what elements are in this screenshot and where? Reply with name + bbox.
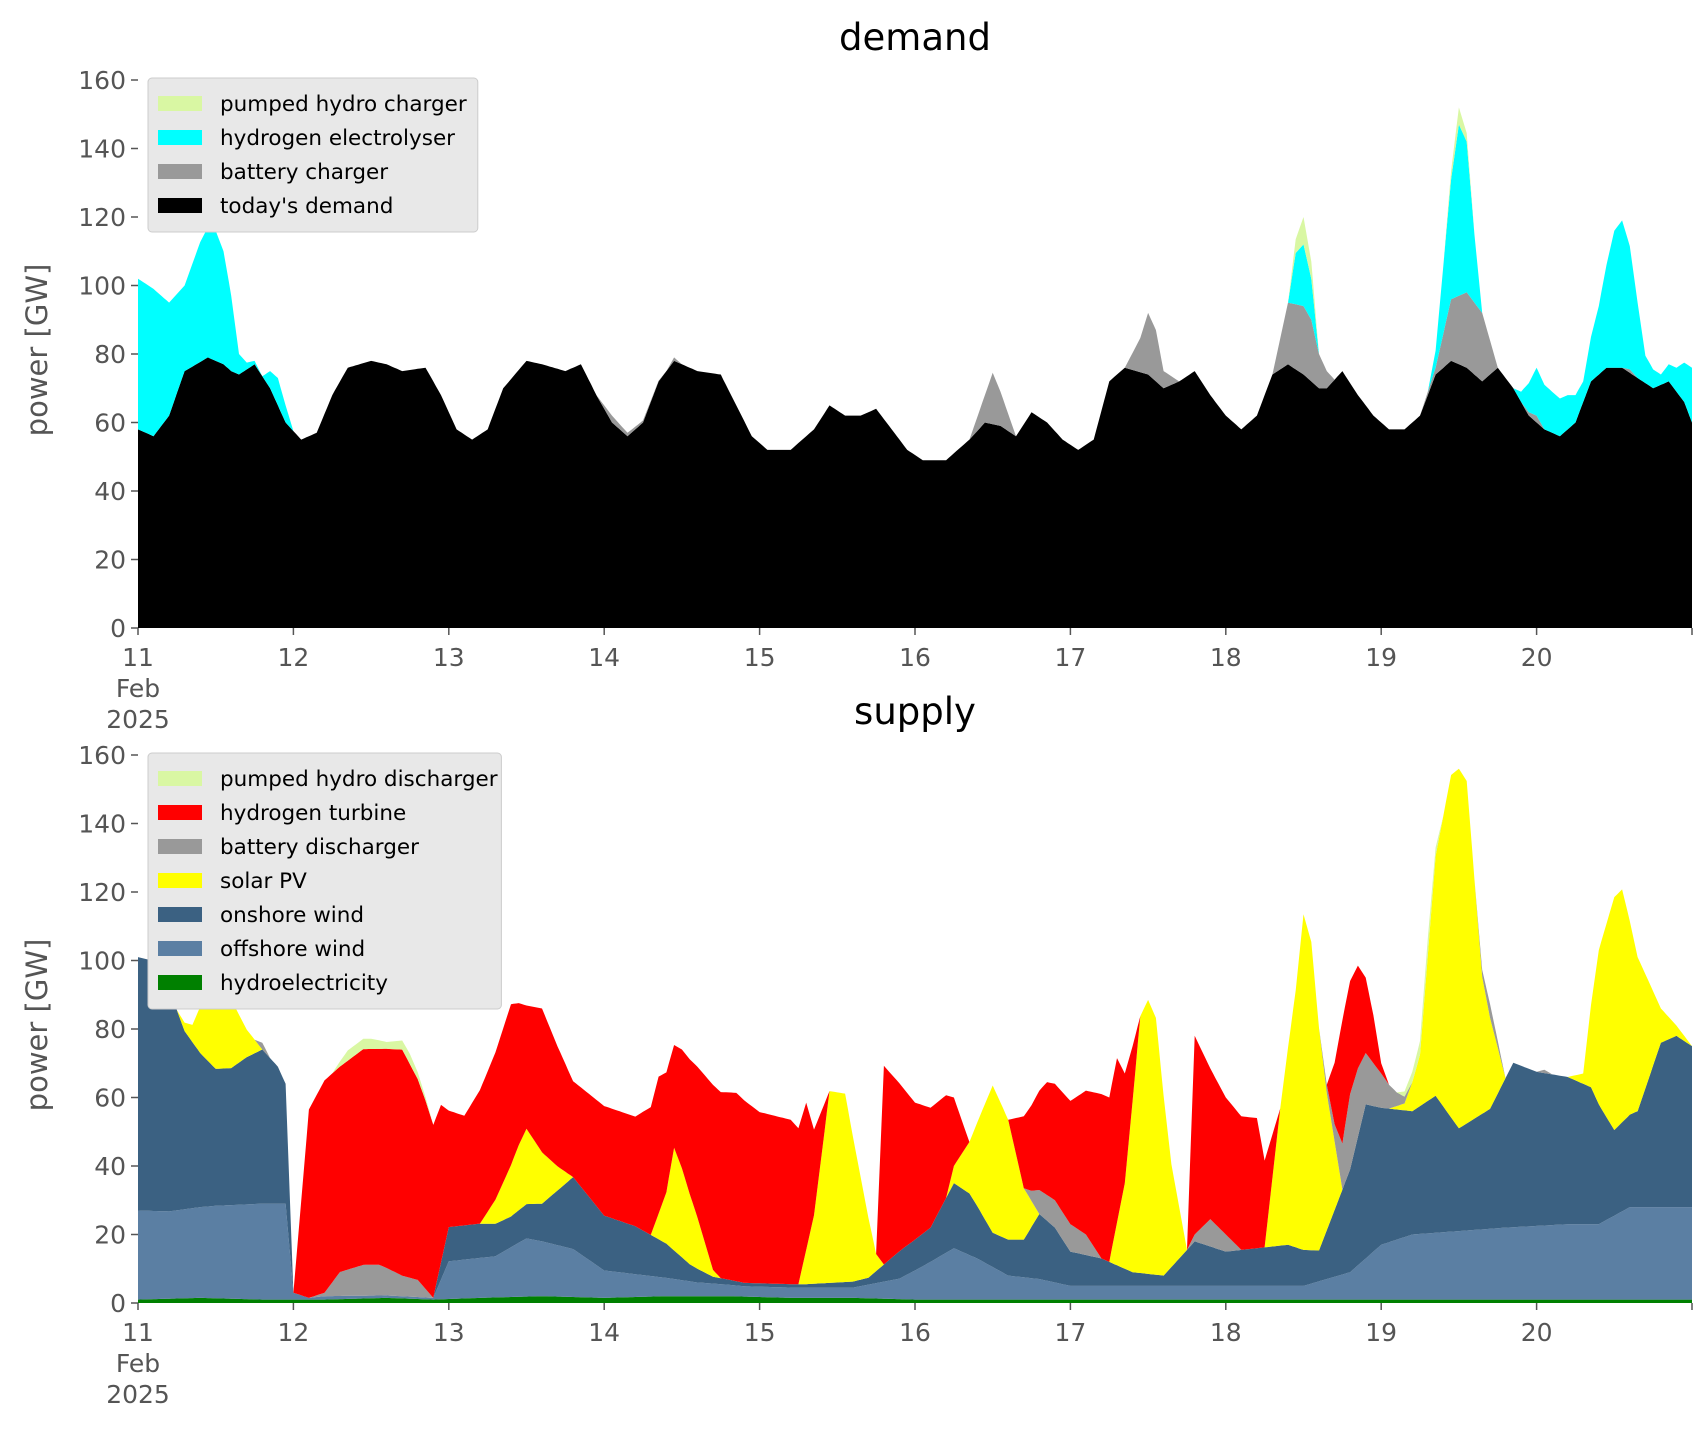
supply-legend-label-hydrogen-turbine: hydrogen turbine [220,801,406,826]
supply-legend-label-battery-discharger: battery discharger [220,835,419,860]
supply-legend-swatch-hydrogen-turbine [158,805,202,820]
supply-title: supply [854,690,976,733]
demand-xtick-label: 17 [1054,643,1086,672]
supply-area-offshore-wind [138,1203,1692,1300]
demand-legend: pumped hydro charger hydrogen electrolyse… [147,77,479,233]
supply-xtick-label: 13 [433,1318,465,1347]
supply-xtick-label: 20 [1521,1318,1553,1347]
demand-xtick-label: 20 [1521,643,1553,672]
demand-legend-swatch-battery-charger [158,164,202,179]
supply-panel: supply power [GW] 0 20 40 60 80 100 120 140 160 1… [20,690,1693,1409]
supply-xtick-label: 12 [277,1318,309,1347]
demand-ytick-label: 20 [94,546,126,575]
supply-ytick-label: 60 [94,1084,126,1113]
demand-xtick-label: 14 [588,643,620,672]
supply-legend: pumped hydro discharger hydrogen turbine b… [147,752,502,1010]
demand-legend-swatch-today-s-demand [158,198,202,213]
supply-area-hydrogen-turbine [138,768,1692,1298]
supply-legend-swatch-hydroelectricity [158,975,202,990]
demand-area-battery-charger [138,292,1692,461]
supply-legend-label-pumped-hydro-discharger: pumped hydro discharger [220,767,498,792]
supply-xtick-label: 19 [1365,1318,1397,1347]
supply-area-solar-pv [138,768,1692,1298]
supply-legend-swatch-offshore-wind [158,941,202,956]
demand-areas [138,107,1692,628]
supply-ytick-label: 0 [110,1289,126,1318]
supply-legend-swatch-solar-pv [158,873,202,888]
demand-panel: demand power [GW] 0 20 40 60 80 100 120 140 160 1… [20,16,1693,734]
demand-title: demand [839,16,991,59]
supply-legend-label-onshore-wind: onshore wind [220,903,364,928]
demand-legend-swatch-hydrogen-electrolyser [158,130,202,145]
demand-xtick-sublabel: Feb [116,674,160,703]
supply-xtick-sublabel: Feb [116,1349,160,1378]
supply-legend-swatch-battery-discharger [158,839,202,854]
demand-xtick-label: 15 [744,643,776,672]
supply-legend-label-hydroelectricity: hydroelectricity [220,971,388,996]
supply-legend-box [147,752,502,1010]
supply-xtick-label: 14 [588,1318,620,1347]
demand-xtick-sublabel: 2025 [106,705,170,734]
supply-area-onshore-wind [138,957,1692,1298]
supply-xtick-label: 16 [899,1318,931,1347]
demand-ytick-label: 80 [94,340,126,369]
demand-xtick-label: 13 [433,643,465,672]
supply-ytick-label: 160 [78,741,126,770]
demand-legend-label-today-s-demand: today's demand [220,194,393,219]
demand-ytick-label: 140 [78,135,126,164]
supply-xtick-label: 17 [1054,1318,1086,1347]
demand-xtick-label: 11 [122,643,154,672]
supply-ytick-label: 80 [94,1015,126,1044]
demand-xtick-label: 19 [1365,643,1397,672]
demand-ylabel: power [GW] [20,264,54,437]
supply-legend-label-solar-pv: solar PV [220,869,307,894]
supply-legend-label-offshore-wind: offshore wind [220,937,365,962]
demand-ytick-label: 60 [94,409,126,438]
supply-xtick-label: 18 [1210,1318,1242,1347]
demand-xtick-label: 12 [277,643,309,672]
supply-ytick-label: 20 [94,1221,126,1250]
demand-ytick-label: 40 [94,477,126,506]
supply-ytick-label: 100 [78,947,126,976]
demand-legend-label-pumped-hydro-charger: pumped hydro charger [220,92,467,117]
demand-ytick-label: 120 [78,203,126,232]
supply-legend-swatch-pumped-hydro-discharger [158,771,202,786]
demand-legend-label-battery-charger: battery charger [220,160,388,185]
supply-ytick-label: 140 [78,810,126,839]
supply-areas [138,768,1692,1303]
supply-legend-swatch-onshore-wind [158,907,202,922]
demand-ytick-label: 0 [110,614,126,643]
supply-xtick-label: 15 [744,1318,776,1347]
supply-xtick-label: 11 [122,1318,154,1347]
supply-ytick-label: 120 [78,878,126,907]
demand-xtick-label: 16 [899,643,931,672]
supply-xtick-sublabel: 2025 [106,1380,170,1409]
demand-area-today-s-demand [138,357,1692,628]
supply-ylabel: power [GW] [20,939,54,1112]
demand-legend-box [147,77,479,233]
demand-ytick-label: 100 [78,272,126,301]
demand-legend-swatch-pumped-hydro-charger [158,96,202,111]
demand-legend-label-hydrogen-electrolyser: hydrogen electrolyser [220,126,455,151]
demand-ytick-label: 160 [78,66,126,95]
demand-xtick-label: 18 [1210,643,1242,672]
supply-ytick-label: 40 [94,1152,126,1181]
